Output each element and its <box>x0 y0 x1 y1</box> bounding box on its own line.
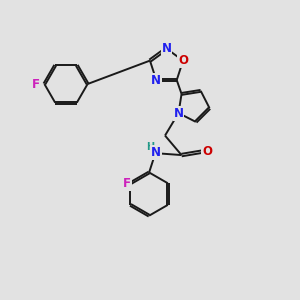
Text: H: H <box>146 142 154 152</box>
Text: N: N <box>161 42 172 55</box>
Text: N: N <box>151 74 161 87</box>
Text: F: F <box>32 77 40 91</box>
Text: F: F <box>123 177 131 190</box>
Text: N: N <box>151 146 161 159</box>
Text: O: O <box>178 54 188 67</box>
Text: O: O <box>202 145 212 158</box>
Text: N: N <box>173 106 184 120</box>
